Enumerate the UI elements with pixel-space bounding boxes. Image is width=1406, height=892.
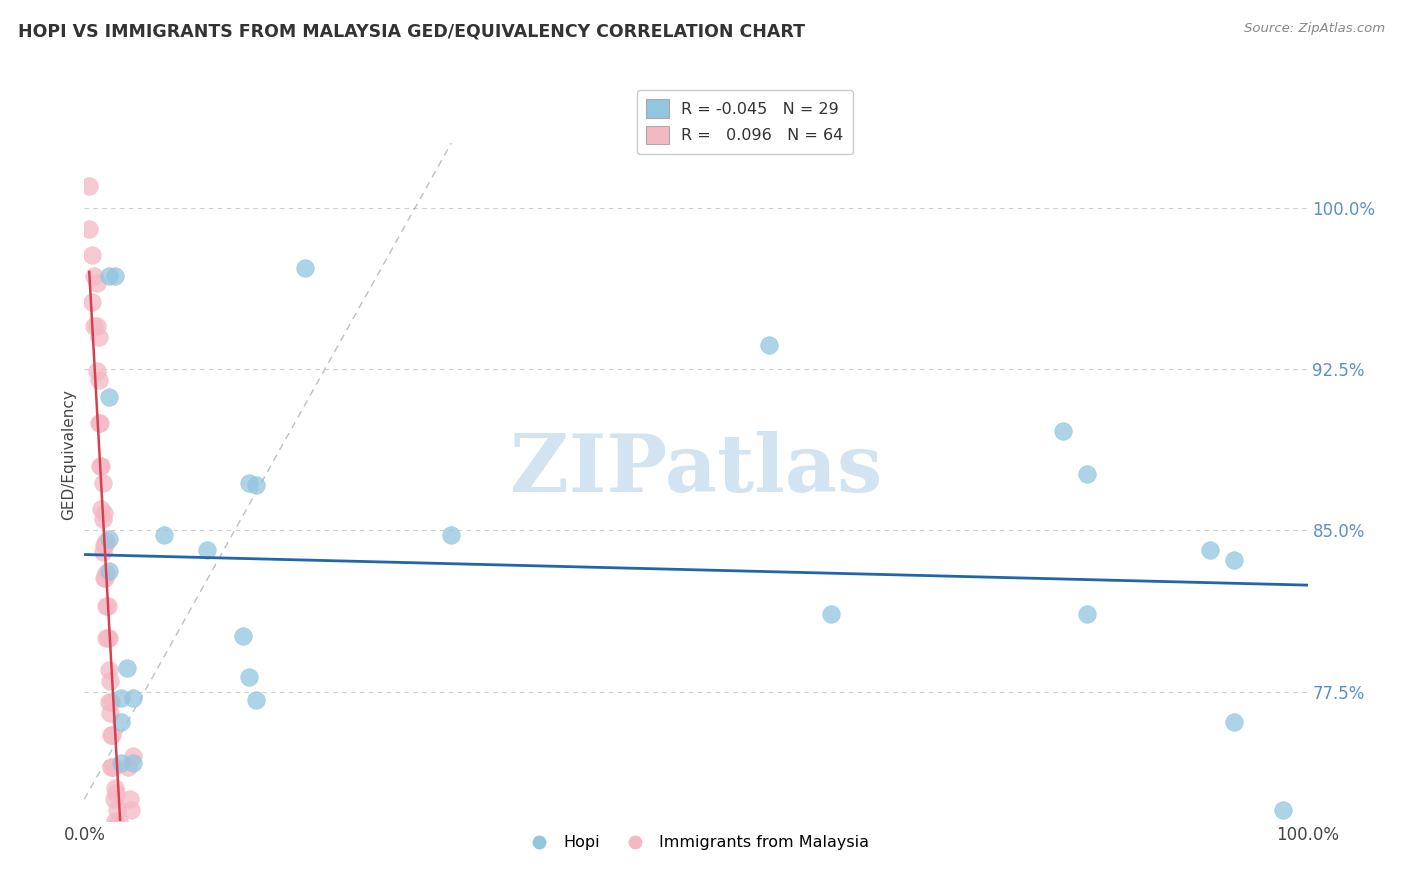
Point xyxy=(104,781,127,796)
Point xyxy=(86,364,108,378)
Point xyxy=(77,179,100,194)
Point xyxy=(1076,607,1098,621)
Point xyxy=(101,728,124,742)
Point xyxy=(90,501,112,516)
Point xyxy=(97,631,120,645)
Point xyxy=(1223,714,1246,729)
Point xyxy=(96,631,118,645)
Point xyxy=(97,599,120,613)
Point xyxy=(110,878,132,892)
Point xyxy=(1076,467,1098,482)
Point xyxy=(91,512,114,526)
Point xyxy=(103,792,125,806)
Legend: Hopi, Immigrants from Malaysia: Hopi, Immigrants from Malaysia xyxy=(517,829,875,856)
Point xyxy=(110,691,132,706)
Point xyxy=(97,564,120,578)
Point xyxy=(820,607,842,621)
Point xyxy=(94,538,117,552)
Y-axis label: GED/Equivalency: GED/Equivalency xyxy=(60,390,76,520)
Point xyxy=(87,329,110,343)
Point xyxy=(83,318,105,333)
Point xyxy=(245,693,267,707)
Point xyxy=(89,416,111,430)
Point xyxy=(83,269,105,284)
Point xyxy=(117,760,139,774)
Point xyxy=(232,629,254,643)
Point xyxy=(122,749,145,764)
Point xyxy=(1223,553,1246,567)
Point xyxy=(100,695,122,709)
Point xyxy=(93,570,115,584)
Point xyxy=(122,691,145,706)
Point xyxy=(80,248,103,262)
Point xyxy=(90,458,112,473)
Point xyxy=(87,373,110,387)
Point xyxy=(93,538,115,552)
Point xyxy=(91,475,114,490)
Point xyxy=(110,756,132,770)
Point xyxy=(86,276,108,290)
Point xyxy=(104,814,127,828)
Point xyxy=(108,835,131,849)
Point xyxy=(94,570,117,584)
Point xyxy=(118,792,141,806)
Point xyxy=(111,867,134,881)
Point xyxy=(89,458,111,473)
Point xyxy=(1052,424,1074,438)
Text: Source: ZipAtlas.com: Source: ZipAtlas.com xyxy=(1244,22,1385,36)
Point xyxy=(195,542,218,557)
Point xyxy=(105,818,128,832)
Point xyxy=(1198,542,1220,557)
Point xyxy=(98,673,121,688)
Point xyxy=(93,506,115,520)
Point xyxy=(104,269,127,284)
Point xyxy=(100,728,122,742)
Point xyxy=(103,760,125,774)
Point xyxy=(153,527,176,541)
Point xyxy=(107,846,129,860)
Point xyxy=(105,786,128,800)
Point xyxy=(96,566,118,581)
Point xyxy=(97,631,120,645)
Point xyxy=(97,532,120,546)
Point xyxy=(1272,803,1295,817)
Point xyxy=(101,760,124,774)
Text: HOPI VS IMMIGRANTS FROM MALAYSIA GED/EQUIVALENCY CORRELATION CHART: HOPI VS IMMIGRANTS FROM MALAYSIA GED/EQU… xyxy=(18,22,806,40)
Point xyxy=(115,661,138,675)
Point xyxy=(110,846,132,860)
Point xyxy=(98,706,121,720)
Point xyxy=(80,295,103,310)
Point xyxy=(758,338,780,352)
Point xyxy=(97,695,120,709)
Point xyxy=(77,222,100,236)
Point xyxy=(87,416,110,430)
Point xyxy=(97,663,120,677)
Point xyxy=(86,318,108,333)
Point xyxy=(110,714,132,729)
Point xyxy=(97,390,120,404)
Point xyxy=(112,888,135,892)
Point xyxy=(120,803,142,817)
Point xyxy=(91,545,114,559)
Point xyxy=(105,835,128,849)
Point xyxy=(245,478,267,492)
Point xyxy=(238,669,260,683)
Point xyxy=(105,803,128,817)
Point xyxy=(97,269,120,284)
Point xyxy=(440,527,463,541)
Point xyxy=(107,814,129,828)
Point xyxy=(294,260,316,275)
Point xyxy=(238,475,260,490)
Text: ZIPatlas: ZIPatlas xyxy=(510,431,882,508)
Point xyxy=(96,533,118,548)
Point xyxy=(100,760,122,774)
Point xyxy=(96,599,118,613)
Point xyxy=(122,756,145,770)
